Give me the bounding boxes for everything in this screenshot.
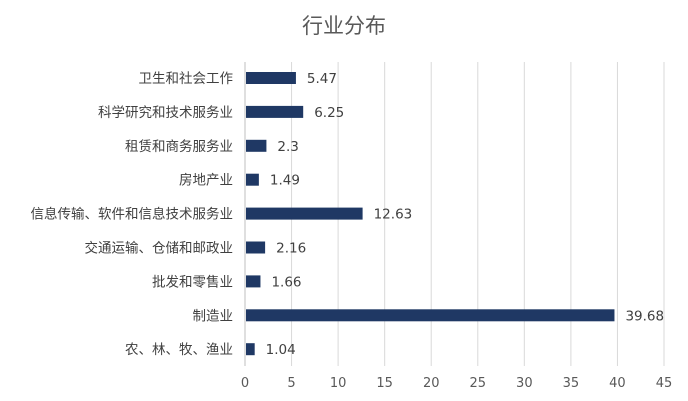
- category-label: 批发和零售业: [152, 274, 233, 290]
- data-label: 39.68: [625, 308, 664, 324]
- bar: [246, 139, 267, 152]
- x-tick-label: 40: [609, 376, 626, 391]
- bar: [246, 72, 296, 84]
- category-labels: 卫生和社会工作科学研究和技术服务业租赁和商务服务业房地产业信息传输、软件和信息技…: [31, 71, 234, 358]
- data-label: 2.16: [276, 241, 306, 257]
- x-tick-label: 0: [241, 376, 249, 391]
- bar: [246, 207, 363, 220]
- data-label: 1.49: [270, 173, 300, 189]
- data-labels: 5.47 6.25 2.3 1.49 12.63 2.16 1.66 39.68 1.04: [266, 71, 664, 358]
- data-label: 6.25: [314, 105, 344, 121]
- bars: [246, 72, 615, 356]
- x-tick-label: 30: [516, 376, 533, 391]
- category-label: 租赁和商务服务业: [125, 139, 233, 155]
- x-tick-label: 35: [563, 376, 580, 391]
- bar: [246, 241, 266, 254]
- x-axis-ticks: 0 5 10 15 20 25 30 35 40 45: [241, 376, 672, 391]
- bar: [246, 173, 259, 186]
- x-tick-label: 25: [470, 376, 487, 391]
- category-label: 信息传输、软件和信息技术服务业: [31, 206, 234, 223]
- data-label: 5.47: [307, 71, 337, 87]
- category-label: 交通运输、仓储和邮政业: [85, 240, 234, 257]
- category-label: 制造业: [193, 308, 234, 324]
- category-label: 房地产业: [179, 173, 233, 189]
- data-label: 2.3: [277, 139, 298, 155]
- data-label: 1.66: [271, 274, 301, 290]
- x-tick-label: 10: [330, 376, 347, 391]
- category-label: 卫生和社会工作: [139, 71, 234, 87]
- category-label: 农、林、牧、渔业: [125, 342, 233, 358]
- data-label: 12.63: [374, 207, 413, 223]
- data-label: 1.04: [266, 342, 296, 358]
- bar: [246, 275, 261, 288]
- x-tick-label: 15: [376, 376, 393, 391]
- category-label: 科学研究和技术服务业: [98, 105, 233, 121]
- x-tick-label: 20: [423, 376, 440, 391]
- bar: [246, 343, 255, 356]
- bar: [246, 105, 304, 118]
- bar: [246, 309, 615, 322]
- chart-title: 行业分布: [302, 14, 386, 38]
- x-tick-label: 5: [287, 376, 295, 391]
- x-tick-label: 45: [656, 376, 673, 391]
